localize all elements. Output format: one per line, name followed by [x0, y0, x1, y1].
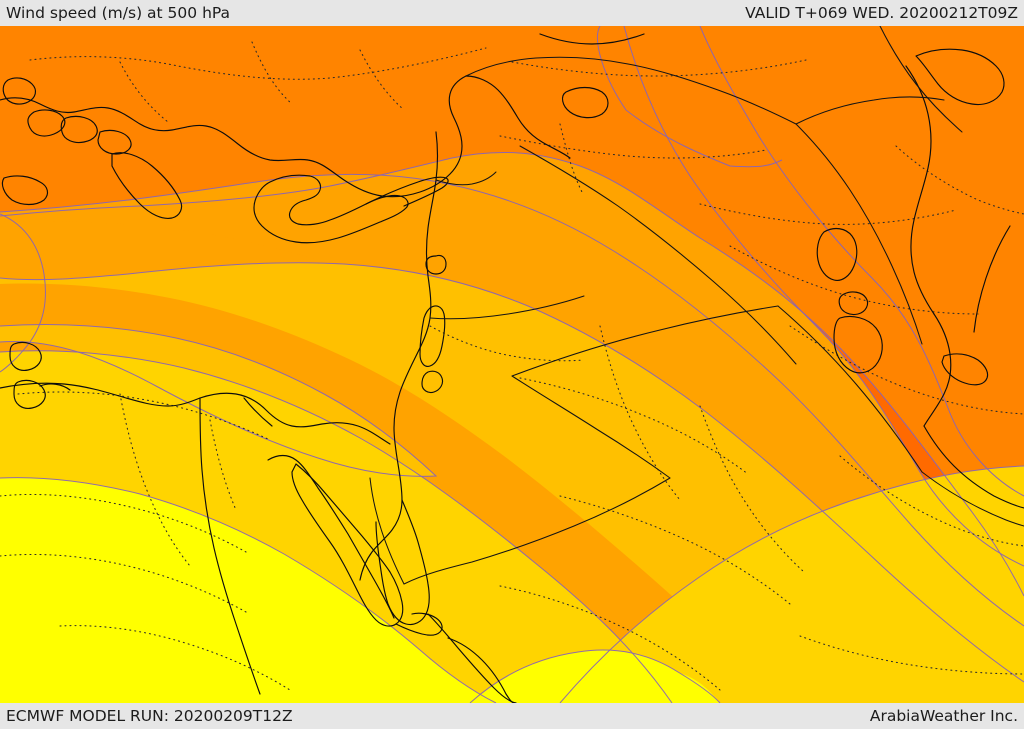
- admin-saudi-7: [799, 635, 1024, 675]
- national-border-group: [369, 26, 1024, 585]
- admin-saudi-1: [519, 377, 749, 475]
- dead-sea: [419, 305, 446, 367]
- border-jordan-syria: [429, 295, 585, 320]
- coastline-redsea-east: [427, 613, 517, 703]
- admin-egypt-6: [59, 625, 291, 691]
- coastline-turkey-south: [0, 75, 467, 198]
- island-small-2: [13, 379, 46, 409]
- nile-delta-inner: [243, 397, 273, 427]
- contour-band-low-east: [560, 466, 1024, 703]
- admin-iraq-1: [699, 203, 957, 225]
- isoline-4: [0, 324, 438, 477]
- admin-turkey-2: [119, 61, 169, 123]
- isoline-5: [0, 350, 673, 703]
- border-iran-caspian: [879, 26, 963, 133]
- coastline-redsea-east-lower: [447, 637, 515, 703]
- isoline-1: [0, 152, 1024, 597]
- border-jordan-saudi-south: [403, 477, 671, 585]
- admin-iran-1: [895, 145, 1024, 215]
- lake-small-ne-1: [838, 291, 869, 316]
- page-title: Wind speed (m/s) at 500 hPa: [6, 4, 231, 22]
- cyprus-karpas-tip: [365, 176, 449, 207]
- coastline-turkey-east-med: [465, 75, 571, 159]
- isoline-8: [699, 26, 1024, 497]
- island-crete-fragment: [1, 175, 49, 206]
- island-rhodes: [111, 152, 183, 219]
- dead-sea-south: [421, 370, 444, 394]
- isoline-9: [623, 26, 1024, 567]
- isoline-2: [0, 173, 1024, 627]
- border-jordan-iraq-saudi: [511, 305, 779, 377]
- border-israel-egypt-sinai: [369, 477, 405, 585]
- coastline-sinai-aqaba: [375, 499, 430, 626]
- border-iraq-saudi: [777, 305, 923, 473]
- island-small-1: [9, 341, 42, 371]
- coastline-kuwait-bay: [941, 353, 989, 386]
- contour-band-lowest: [0, 477, 496, 703]
- admin-saudi-3: [699, 405, 805, 573]
- border-lebanon-syria: [435, 171, 497, 186]
- coastline-iraq-iran-border: [905, 65, 935, 315]
- border-iraq-iran: [795, 123, 923, 345]
- isoline-3: [0, 262, 1024, 683]
- admin-saudi-5: [499, 585, 721, 691]
- border-jordan-saudi-east: [511, 375, 671, 479]
- coastline-levant: [359, 131, 439, 581]
- coastline-black-sea-bay: [561, 86, 609, 119]
- coastline-caspian-southwest: [915, 48, 1005, 106]
- coastline-marsa-matruh: [39, 383, 71, 391]
- island-aegean-3: [60, 115, 98, 144]
- admin-saudi-2: [599, 325, 681, 501]
- island-aegean-1: [2, 77, 37, 105]
- isoline-group: [0, 26, 1024, 703]
- contour-band-high: [0, 26, 1024, 596]
- isoline-11-bottom-tongue: [469, 649, 721, 703]
- admin-syria-1: [499, 135, 767, 159]
- coastline-group: [0, 33, 1024, 703]
- admin-iraq-2: [729, 245, 979, 315]
- admin-turkey-1: [29, 47, 487, 80]
- coastline-black-sea-north: [539, 33, 645, 45]
- coastline-persian-gulf-ne: [973, 225, 1011, 333]
- border-syria-iraq: [519, 145, 797, 365]
- contour-band-lowest-pocket: [596, 669, 720, 703]
- admin-egypt-1: [17, 391, 271, 441]
- border-turkey-iran: [795, 96, 945, 125]
- contour-band-mid-high-pocket: [592, 26, 780, 165]
- border-saudi-iraq-neutral: [921, 471, 1024, 527]
- map-header-bar: Wind speed (m/s) at 500 hPa VALID T+069 …: [0, 0, 1024, 26]
- valid-time-label: VALID T+069 WED. 20200212T09Z: [745, 4, 1018, 22]
- lake-small-ne-2: [833, 315, 883, 374]
- admin-boundary-group: [0, 41, 1024, 691]
- model-run-label: ECMWF MODEL RUN: 20200209T12Z: [6, 707, 293, 725]
- admin-syria-2: [559, 123, 583, 193]
- coastline-egypt-redsea-west: [267, 454, 395, 619]
- border-turkey-syria: [465, 56, 797, 125]
- contour-band-group: [0, 26, 1024, 703]
- sea-of-galilee: [425, 254, 447, 275]
- island-cyprus: [253, 174, 409, 244]
- coastline-nile-delta: [0, 382, 391, 445]
- isoline-6: [559, 465, 1024, 703]
- wind-speed-contour-plot: [0, 26, 1024, 703]
- admin-iraq-3: [789, 325, 1024, 415]
- weather-map-canvas[interactable]: [0, 26, 1024, 703]
- admin-egypt-3: [209, 419, 237, 511]
- island-aegean-4: [97, 129, 132, 155]
- isoline-7: [0, 477, 497, 703]
- nile-river: [199, 397, 261, 695]
- provider-label: ArabiaWeather Inc.: [869, 707, 1018, 725]
- island-aegean-2: [27, 109, 66, 137]
- lake-urmia: [816, 227, 858, 281]
- map-footer-bar: ECMWF MODEL RUN: 20200209T12Z ArabiaWeat…: [0, 703, 1024, 729]
- coastline-gulf-south-shore: [923, 425, 1024, 509]
- isoline-12-nw-pocket: [0, 213, 46, 373]
